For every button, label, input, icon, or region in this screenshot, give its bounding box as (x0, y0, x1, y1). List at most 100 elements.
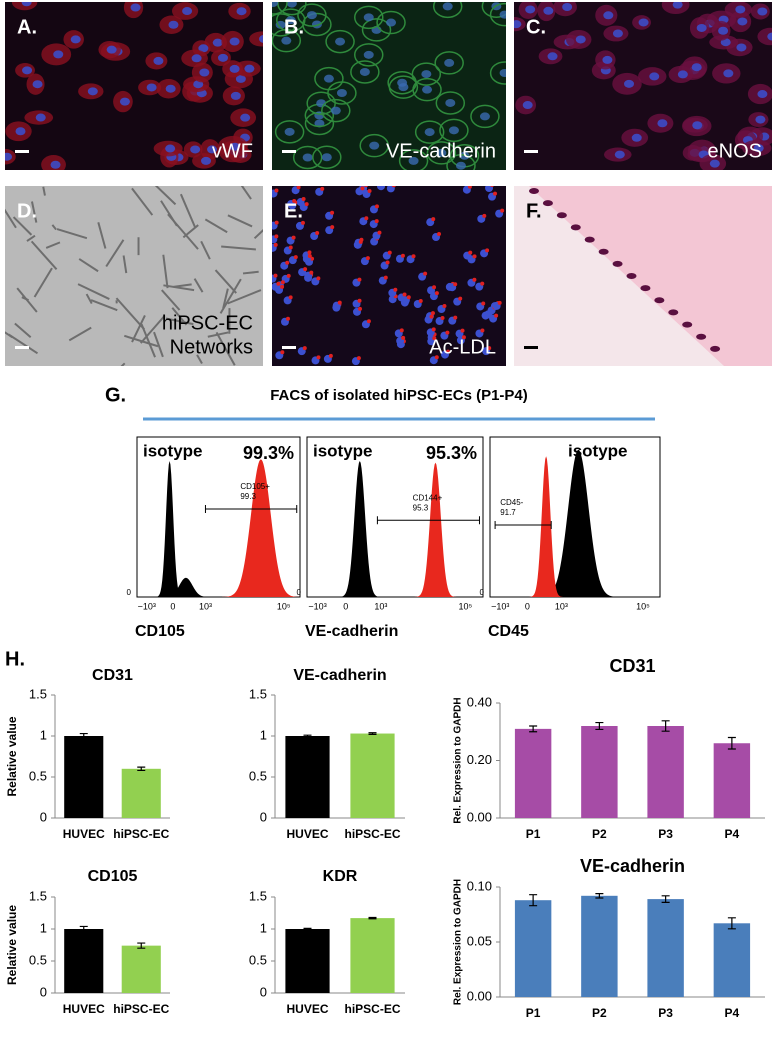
error-bar (661, 895, 670, 903)
x-tick-label: P3 (658, 1006, 673, 1020)
cell (398, 149, 429, 170)
nucleus (330, 106, 341, 115)
nucleus (499, 10, 506, 19)
cell (654, 297, 665, 304)
ldl-spot (330, 225, 335, 230)
y-tick-label: 1 (40, 920, 47, 935)
tissue (529, 186, 772, 366)
nucleus (336, 89, 347, 98)
bar (514, 728, 552, 818)
ldl-spot (274, 234, 279, 239)
isotype-label: isotype (568, 441, 628, 460)
nucleus (32, 80, 43, 89)
ldl-spot (383, 275, 388, 280)
nucleus (106, 45, 117, 54)
network-strand (97, 222, 107, 249)
nucleus (422, 85, 433, 94)
x-tick-label: HUVEC (286, 1002, 328, 1016)
y-axis-label: Rel. Expression to GAPDH (453, 879, 464, 1005)
network-strand (240, 186, 252, 200)
network-strand (16, 287, 38, 313)
ldl-spot (391, 186, 396, 188)
error-bar (368, 916, 377, 920)
nucleus (436, 148, 447, 157)
error-bar (529, 894, 538, 907)
nucleus (445, 98, 456, 107)
ldl-spot (467, 186, 472, 189)
nucleus (377, 186, 386, 191)
cell (426, 141, 457, 165)
nucleus (737, 17, 748, 26)
gate-label: 95.3 (413, 503, 429, 512)
panel-letter: C. (526, 16, 546, 38)
panel-caption: hiPSC-EC (162, 312, 253, 334)
marker-label: CD45 (488, 623, 529, 640)
error-bar (303, 734, 312, 738)
x-tick-label: P1 (526, 1006, 541, 1020)
cell (414, 120, 445, 144)
nucleus (212, 38, 223, 47)
ldl-spot (418, 298, 423, 303)
ldl-spot (434, 291, 439, 296)
scale-bar (524, 150, 538, 153)
nucleus (424, 128, 435, 137)
x-tick-label: −10³ (138, 601, 156, 611)
ldl-spot (364, 216, 369, 221)
nucleus (199, 68, 210, 77)
nucleus (22, 66, 33, 75)
nucleus (217, 53, 228, 62)
network-strand (165, 317, 194, 326)
x-tick-label: HUVEC (286, 827, 328, 841)
ldl-spot (280, 280, 285, 285)
cell (274, 120, 305, 144)
y-tick-label: 0 (297, 588, 302, 597)
histogram (137, 461, 300, 597)
panel-letter: F. (526, 200, 542, 222)
ldl-spot (406, 295, 411, 300)
error-bar (529, 725, 538, 733)
micrograph (514, 2, 772, 170)
nucleus (602, 55, 613, 64)
ldl-spot (472, 254, 477, 259)
y-axis-label: Relative value (5, 716, 19, 796)
y-tick-label: 0 (260, 984, 267, 999)
nucleus (736, 43, 747, 52)
nucleus (190, 145, 201, 154)
nucleus (53, 50, 64, 59)
ldl-spot (434, 355, 439, 360)
nucleus (21, 2, 32, 7)
nucleus (335, 37, 346, 46)
cell (481, 2, 506, 18)
isotype-label: isotype (313, 441, 373, 460)
ldl-spot (411, 254, 416, 259)
y-axis-label: Relative value (5, 905, 19, 985)
cell (640, 285, 651, 292)
cell (314, 66, 344, 91)
cell (297, 3, 327, 27)
x-tick-label: 0 (343, 601, 348, 611)
ldl-spot (316, 276, 321, 281)
network-strand (78, 258, 99, 273)
ldl-spot (274, 188, 279, 193)
ldl-spot (273, 242, 278, 247)
network-strand (8, 333, 39, 355)
error-bar (727, 917, 736, 930)
panel-letter: A. (17, 16, 37, 38)
nucleus (70, 35, 81, 44)
ldl-spot (292, 198, 297, 203)
x-tick-label: −10³ (491, 601, 509, 611)
ldl-spot (497, 300, 502, 305)
cell (710, 345, 721, 352)
network-strand (163, 284, 195, 292)
ldl-spot (367, 189, 372, 194)
cell (612, 260, 623, 267)
network-strand (131, 315, 146, 343)
ldl-spot (430, 311, 435, 316)
network-strand (122, 255, 128, 274)
cell (354, 5, 384, 30)
error-bar (727, 736, 736, 750)
y-tick-label: 0 (260, 809, 267, 824)
ldl-spot (374, 204, 379, 209)
ldl-spot (288, 245, 293, 250)
x-tick-label: 10⁵ (459, 601, 473, 611)
